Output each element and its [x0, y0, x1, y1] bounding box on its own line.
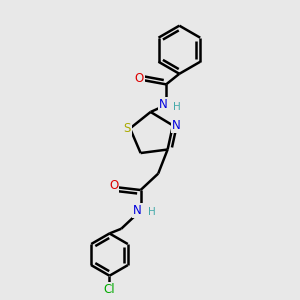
Text: H: H [148, 207, 156, 217]
Text: O: O [109, 179, 119, 192]
Text: N: N [133, 204, 142, 217]
Text: O: O [134, 72, 144, 85]
Text: N: N [172, 119, 181, 132]
Text: H: H [173, 102, 181, 112]
Text: N: N [159, 98, 168, 111]
Text: S: S [123, 122, 131, 135]
Text: Cl: Cl [104, 283, 115, 296]
